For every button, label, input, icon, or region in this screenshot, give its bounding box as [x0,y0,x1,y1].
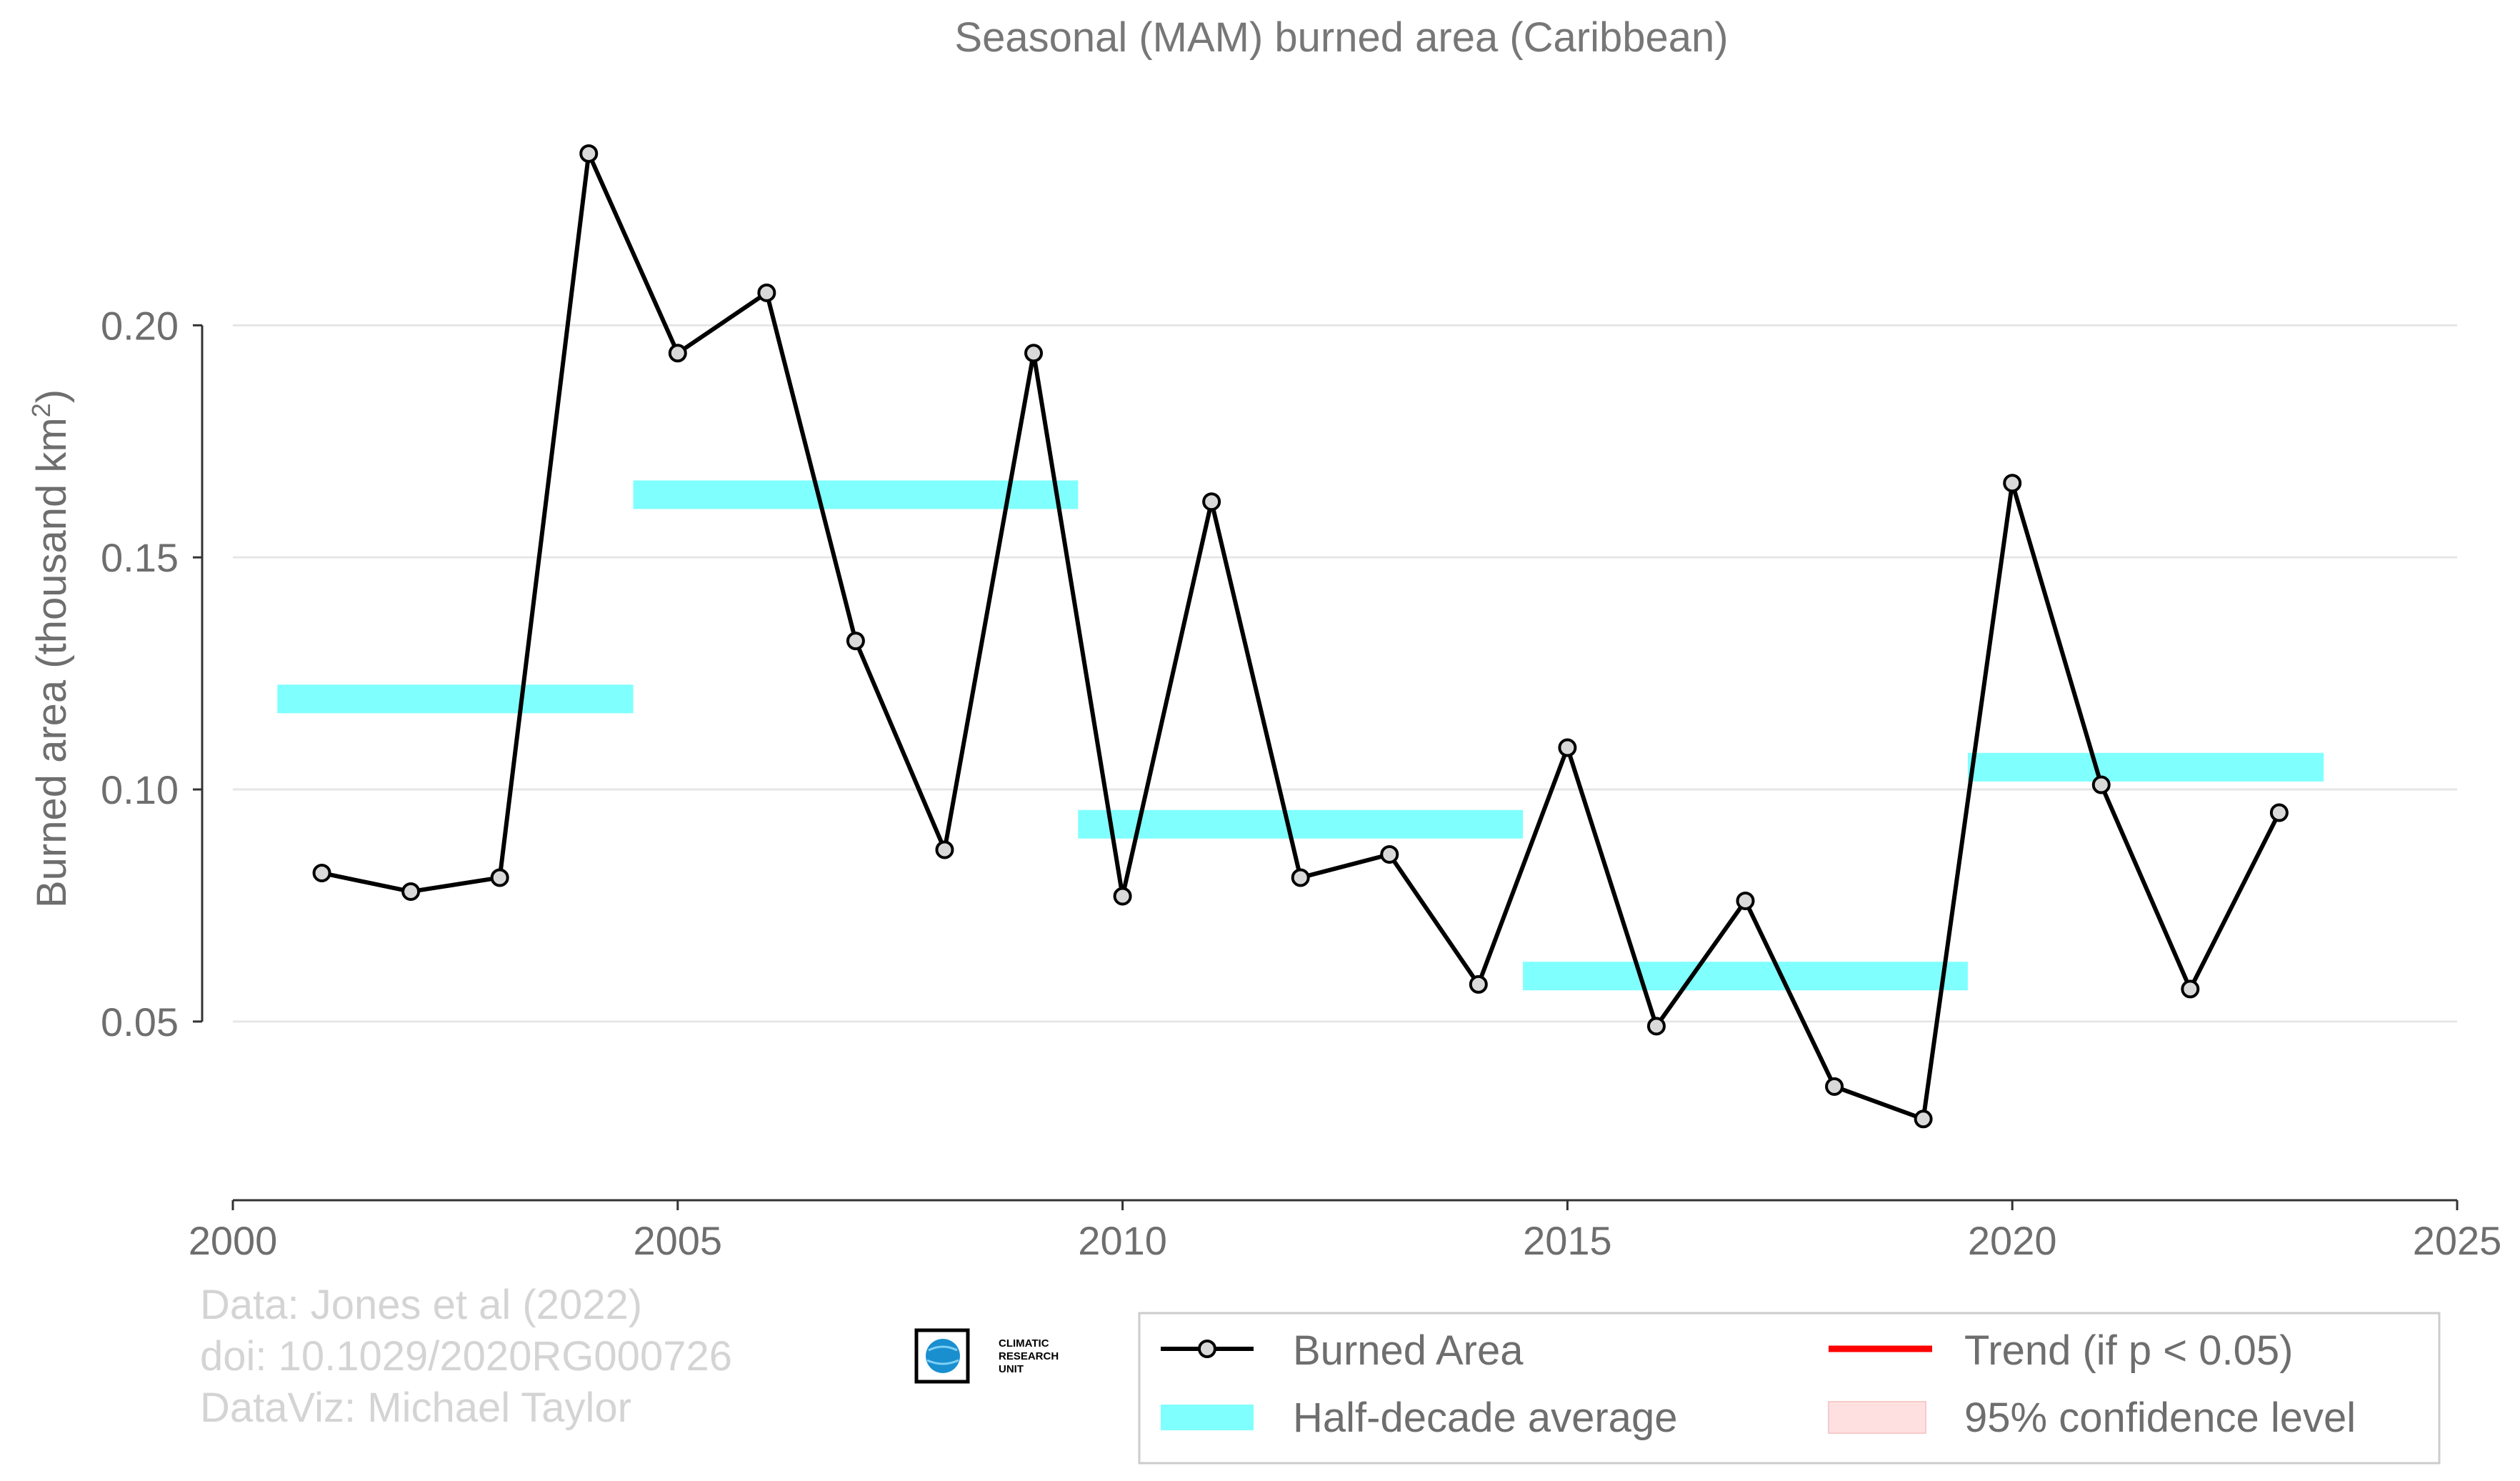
y-axis-title-sup: 2 [26,403,56,417]
burned-area-point-2016 [1646,1017,1666,1036]
y-axis-title: Burned area (thousand km2) [26,389,75,908]
x-tick-label-3: 2015 [1523,1218,1612,1263]
legend-burned-area-label: Burned Area [1293,1327,1524,1374]
half-decade-bar-0 [277,684,634,714]
x-tick-label-2: 2010 [1078,1218,1167,1263]
x-tick-label-5: 2025 [2413,1218,2502,1263]
burned-area-point-2003 [490,868,509,887]
burned-area-line [321,151,2281,1122]
legend-burned-area-marker [1198,1340,1216,1358]
half-decade-bar-4 [1967,752,2324,782]
logo-frame [914,1328,970,1384]
half-decade-bar-3 [1523,962,1968,991]
burned-area-point-2018 [1825,1077,1844,1096]
globe-icon [926,1339,960,1373]
logo-text-2: RESEARCH [999,1350,1059,1362]
legend-confidence-swatch [1828,1401,1926,1434]
x-tick-labels: 2000 2005 2010 2015 2020 2025 [189,1218,2502,1263]
credit-line-3: DataViz: Michael Taylor [200,1385,631,1431]
burned-area-point-2019 [1914,1109,1933,1129]
credit-line-2: doi: 10.1029/2020RG000726 [200,1333,732,1380]
chart-title: Seasonal (MAM) burned area (Caribbean) [954,14,1728,61]
burned-area-point-2023 [2269,803,2289,822]
half-decade-bar-2 [1078,809,1524,839]
burned-area-point-2021 [2091,775,2111,794]
x-tick-label-4: 2020 [1968,1218,2057,1263]
burned-area-point-2002 [401,882,421,901]
credit-line-1: Data: Jones et al (2022) [200,1282,642,1328]
legend-half-decade-swatch [1161,1405,1254,1430]
x-tick-label-0: 2000 [189,1218,278,1263]
burned-area-point-2006 [757,283,776,302]
logo-text-3: UNIT [999,1363,1024,1375]
cru-logo: CLIMATIC RESEARCH UNIT [914,1328,1059,1384]
legend-half-decade-label: Half-decade average [1293,1395,1677,1441]
half-decade-bars [277,480,2324,991]
burned-area-point-2013 [1380,844,1399,864]
axes [193,324,2459,1210]
legend: Burned Area Half-decade average Trend (i… [1138,1312,2441,1465]
burned-area-point-2015 [1558,738,1577,757]
burned-area-point-2007 [846,632,865,651]
y-tick-label-0: 0.05 [101,999,179,1044]
y-tick-label-3: 0.20 [101,303,179,348]
y-axis-title-main: Burned area (thousand km [29,417,75,908]
legend-box [1138,1312,2441,1465]
burned-area-point-2005 [668,344,687,363]
legend-trend-label: Trend (if p < 0.05) [1964,1327,2293,1374]
globe-grid-icon [926,1345,959,1365]
burned-area-point-2012 [1291,868,1310,887]
y-tick-label-2: 0.15 [101,535,179,580]
y-tick-labels: 0.05 0.10 0.15 0.20 [101,303,179,1044]
half-decade-bar-1 [633,480,1079,509]
y-axis-title-close: ) [29,389,75,403]
burned-area-point-2001 [312,863,331,882]
x-tick-label-1: 2005 [634,1218,723,1263]
logo-text-1: CLIMATIC [999,1337,1049,1350]
grid [233,324,2457,1023]
burned-area-point-2009 [1024,344,1044,363]
burned-area-point-2014 [1469,974,1488,994]
burned-area-point-2010 [1113,887,1132,906]
burned-area-point-2022 [2181,979,2200,999]
burned-area-point-2017 [1736,891,1755,910]
burned-area-point-2004 [579,144,599,163]
credits: Data: Jones et al (2022) doi: 10.1029/20… [200,1282,732,1431]
burned-area-point-2008 [935,840,954,859]
burned-area-point-2011 [1202,492,1221,512]
y-tick-label-1: 0.10 [101,767,179,812]
series [312,144,2289,1129]
burned-area-point-2020 [2003,474,2022,493]
legend-confidence-label: 95% confidence level [1964,1395,2356,1441]
